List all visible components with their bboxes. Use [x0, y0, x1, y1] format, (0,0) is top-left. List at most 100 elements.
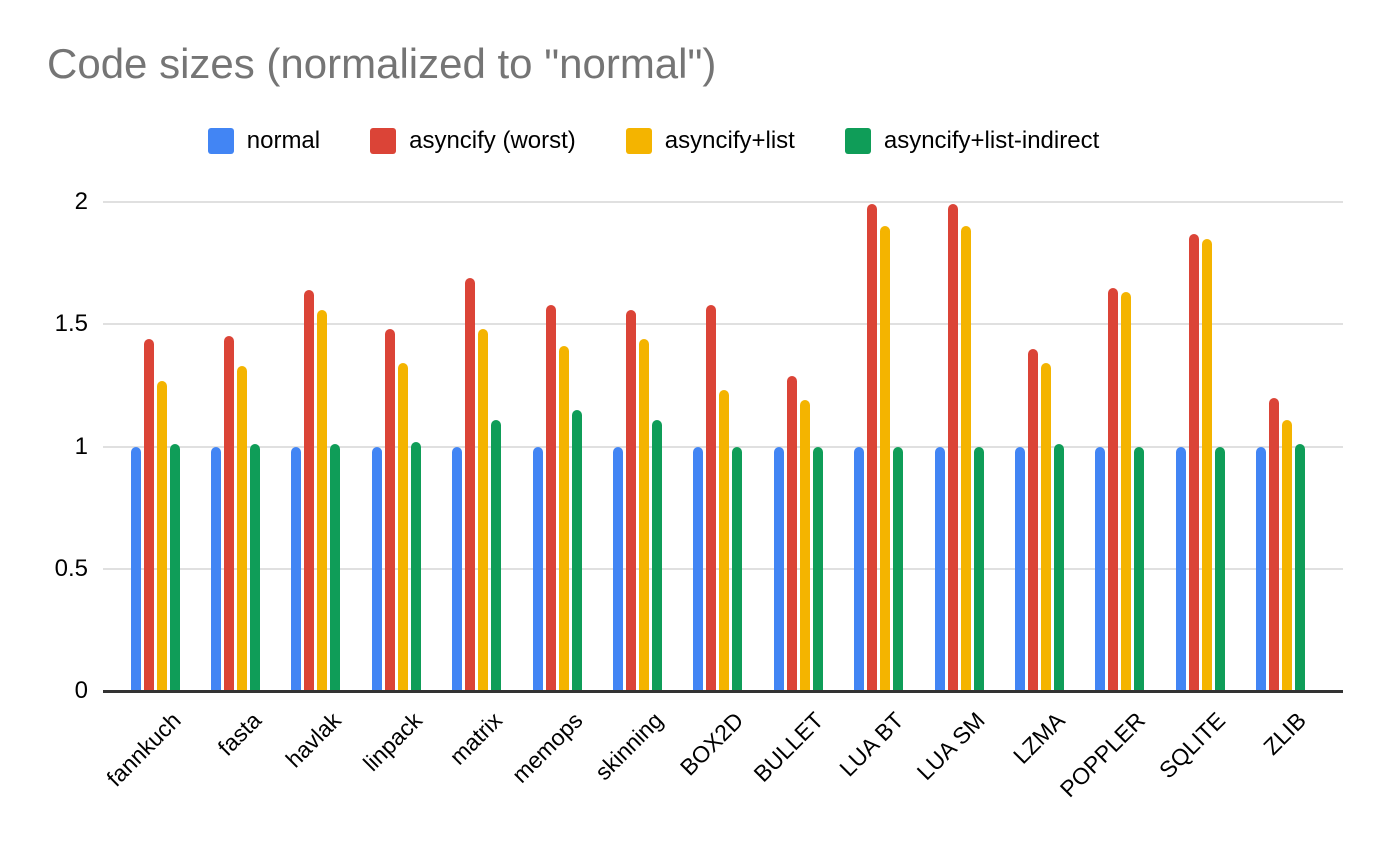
gridline: [103, 323, 1343, 326]
bar: [291, 446, 302, 691]
bar: [532, 446, 543, 691]
bar: [639, 338, 650, 691]
bar: [719, 390, 730, 691]
legend: normal asyncify (worst) asyncify+list async…: [0, 127, 1343, 155]
bar: [973, 446, 984, 691]
y-axis-tick-label: 1.5: [54, 310, 88, 338]
bar-group: [1256, 397, 1306, 691]
bar: [1014, 446, 1025, 691]
bars-container: [115, 169, 1321, 691]
bar: [384, 329, 395, 691]
x-axis-category-label: BOX2D: [674, 707, 749, 781]
bar: [854, 446, 865, 691]
bar: [169, 444, 180, 691]
bar: [491, 419, 502, 691]
bar: [1175, 446, 1186, 691]
bar: [706, 304, 717, 691]
bar: [397, 363, 408, 691]
bar-group: [371, 329, 421, 691]
y-axis-tick-label: 2: [74, 188, 88, 215]
bar-group: [773, 375, 823, 691]
bar: [224, 336, 235, 691]
bar: [947, 204, 958, 691]
bar: [652, 419, 663, 691]
bar: [143, 338, 154, 691]
legend-item: asyncify+list: [625, 127, 795, 155]
bar: [1095, 446, 1106, 691]
bar: [1053, 444, 1064, 691]
bar: [1214, 446, 1225, 691]
bar: [250, 444, 261, 691]
y-axis-tick-label: 1: [74, 432, 88, 460]
bar: [934, 446, 945, 691]
bar-group: [291, 290, 341, 691]
bar: [799, 400, 810, 691]
legend-label: asyncify+list: [664, 127, 795, 154]
bar: [571, 409, 582, 691]
bar: [867, 204, 878, 691]
bar: [1040, 363, 1051, 691]
bar: [1201, 238, 1212, 691]
bar: [478, 329, 489, 691]
bar: [304, 290, 315, 691]
bar: [1282, 419, 1293, 691]
x-axis-category-label: memops: [506, 707, 588, 788]
x-axis-category-label: fasta: [212, 707, 266, 761]
legend-swatch-icon: [370, 128, 397, 154]
bar-group: [854, 204, 904, 691]
bar: [893, 446, 904, 691]
bar: [1134, 446, 1145, 691]
bar-group: [613, 309, 663, 691]
chart-title: Code sizes (normalized to "normal"): [47, 40, 717, 87]
x-axis-labels: fannkuch fasta havlak linpack matrix memops sk…: [101, 691, 1343, 852]
legend-swatch-icon: [844, 128, 871, 154]
bar-group: [130, 338, 180, 691]
bar: [1108, 287, 1119, 691]
bar: [130, 446, 141, 691]
y-axis-tick-label: 0.5: [54, 554, 88, 582]
x-axis-category-label: linpack: [357, 707, 427, 777]
bar: [960, 226, 971, 691]
x-axis-category-label: ZLIB: [1258, 707, 1312, 760]
bar: [786, 375, 797, 691]
bar: [626, 309, 637, 691]
bar: [613, 446, 624, 691]
bar-group: [452, 277, 502, 691]
y-axis-labels: 0 0.5 1 1.5 2: [0, 169, 88, 704]
bar-group: [693, 304, 743, 691]
x-axis-category-label: LZMA: [1008, 707, 1070, 769]
bar: [880, 226, 891, 691]
bar: [545, 304, 556, 691]
bar: [1188, 233, 1199, 691]
legend-label: asyncify (worst): [409, 127, 576, 154]
x-axis-category-label: BULLET: [748, 707, 829, 787]
bar: [1269, 397, 1280, 691]
bar-group: [211, 336, 261, 691]
bar: [465, 277, 476, 691]
bar: [558, 346, 569, 691]
x-axis-line: [103, 690, 1343, 693]
legend-label: asyncify+list-indirect: [883, 127, 1100, 154]
bar: [156, 380, 167, 691]
bar-group: [1095, 287, 1145, 691]
bar: [1027, 348, 1038, 691]
bar: [773, 446, 784, 691]
legend-label: normal: [246, 127, 321, 154]
legend-item: normal: [207, 127, 321, 155]
bar: [237, 365, 248, 691]
bar-group: [1175, 233, 1225, 691]
bar: [452, 446, 463, 691]
legend-swatch-icon: [625, 128, 652, 154]
x-axis-category-label: LUA BT: [834, 707, 910, 782]
bar: [330, 444, 341, 691]
bar: [211, 446, 222, 691]
x-axis-category-label: havlak: [280, 707, 347, 773]
plot-area: [103, 169, 1343, 693]
bar: [410, 441, 421, 691]
bar: [1295, 444, 1306, 691]
legend-swatch-icon: [207, 128, 234, 154]
bar-group: [532, 304, 582, 691]
legend-item: asyncify+list-indirect: [844, 127, 1100, 155]
bar: [812, 446, 823, 691]
